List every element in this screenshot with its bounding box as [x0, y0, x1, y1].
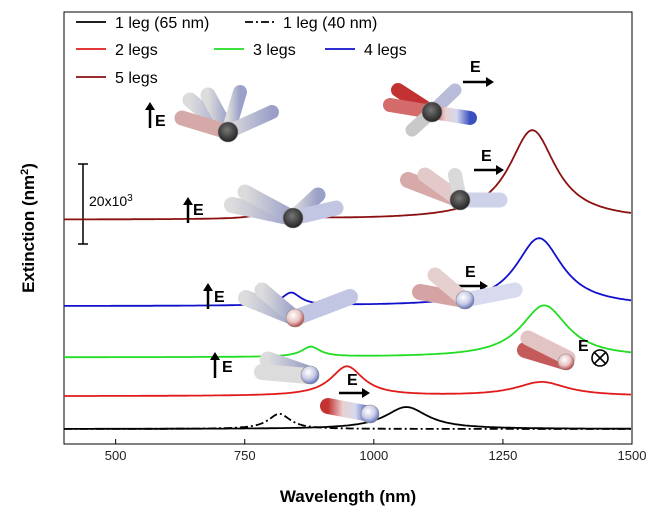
legend-label: 3 legs	[253, 42, 296, 59]
plot-frame	[63, 11, 633, 445]
field-label-5legs-right: E	[463, 59, 494, 87]
nanorod-2legs-out	[517, 330, 576, 371]
legend-label: 1 leg (65 nm)	[115, 15, 209, 32]
legend-label: 4 legs	[364, 42, 407, 59]
field-label: E	[481, 148, 492, 165]
legend-entry-2-legs: 2 legs	[76, 42, 158, 59]
field-label-5legs-up: E	[145, 102, 166, 130]
field-label-2legs-out: E	[578, 338, 609, 367]
field-label: E	[470, 59, 481, 76]
field-label-1leg-right: E	[339, 372, 370, 398]
legend-entry-4-legs: 4 legs	[325, 42, 407, 59]
scale-bar: 20x103	[78, 163, 133, 245]
legend-entry-3-legs: 3 legs	[214, 42, 296, 59]
legend: 1 leg (65 nm) 1 leg (40 nm) 2 legs 3 leg…	[76, 15, 407, 87]
arrowhead-icon	[486, 77, 494, 87]
nanostar-5legs-horizontal	[383, 83, 477, 137]
field-label: E	[347, 372, 358, 389]
nanostar-5legs-vertical	[174, 85, 279, 143]
x-tick-label: 500	[105, 448, 127, 463]
x-axis: 500 750 1000 1250 1500	[105, 439, 647, 463]
field-label: E	[222, 359, 233, 376]
y-axis-label: Extinction (nm2)	[19, 163, 38, 293]
field-label-4legs-right: E	[474, 148, 504, 175]
field-label-3legs-right: E	[457, 264, 488, 291]
x-tick-label: 1500	[618, 448, 647, 463]
field-label: E	[214, 289, 225, 306]
series-line-2-legs	[64, 365, 632, 397]
x-tick-label: 1250	[488, 448, 517, 463]
series-line-3-legs	[64, 304, 632, 359]
scale-bar-label: 20x103	[89, 193, 133, 210]
series-line-1-leg-65-nm-	[64, 406, 631, 430]
field-label-3legs-up: E	[203, 283, 225, 309]
nanorod-2legs-vertical	[254, 351, 320, 385]
arrowhead-icon	[480, 281, 488, 291]
legend-entry-1-leg-40nm: 1 leg (40 nm)	[245, 15, 377, 32]
x-axis-label: Wavelength (nm)	[280, 487, 416, 506]
nanorod-1leg	[320, 398, 380, 424]
series-line-5-legs	[64, 129, 632, 221]
series-line-1-leg-40-nm-	[64, 412, 631, 430]
nanostar-4legs-horizontal	[400, 167, 508, 211]
nanostar-3legs-horizontal	[412, 267, 523, 310]
legend-label: 1 leg (40 nm)	[283, 15, 377, 32]
field-label-2legs-up: E	[210, 352, 233, 378]
field-label: E	[465, 264, 476, 281]
arrowhead-icon	[210, 352, 220, 360]
arrowhead-icon	[496, 165, 504, 175]
field-label: E	[578, 338, 589, 355]
field-label-4legs-up: E	[183, 197, 204, 223]
legend-label: 5 legs	[115, 70, 158, 87]
out-of-plane-icon	[591, 349, 609, 367]
nanostar-4legs-vertical	[224, 184, 344, 229]
arrowhead-icon	[362, 388, 370, 398]
legend-entry-5-legs: 5 legs	[76, 70, 158, 87]
arrowhead-icon	[145, 102, 155, 110]
arrowhead-icon	[183, 197, 193, 205]
legend-label: 2 legs	[115, 42, 158, 59]
nanostar-3legs-vertical	[238, 282, 358, 328]
cross-icon	[593, 351, 607, 365]
arrowhead-icon	[203, 283, 213, 291]
x-tick-label: 1000	[359, 448, 388, 463]
field-label: E	[155, 113, 166, 130]
field-label: E	[193, 202, 204, 219]
legend-entry-1-leg-65nm: 1 leg (65 nm)	[76, 15, 209, 32]
x-tick-label: 750	[234, 448, 256, 463]
